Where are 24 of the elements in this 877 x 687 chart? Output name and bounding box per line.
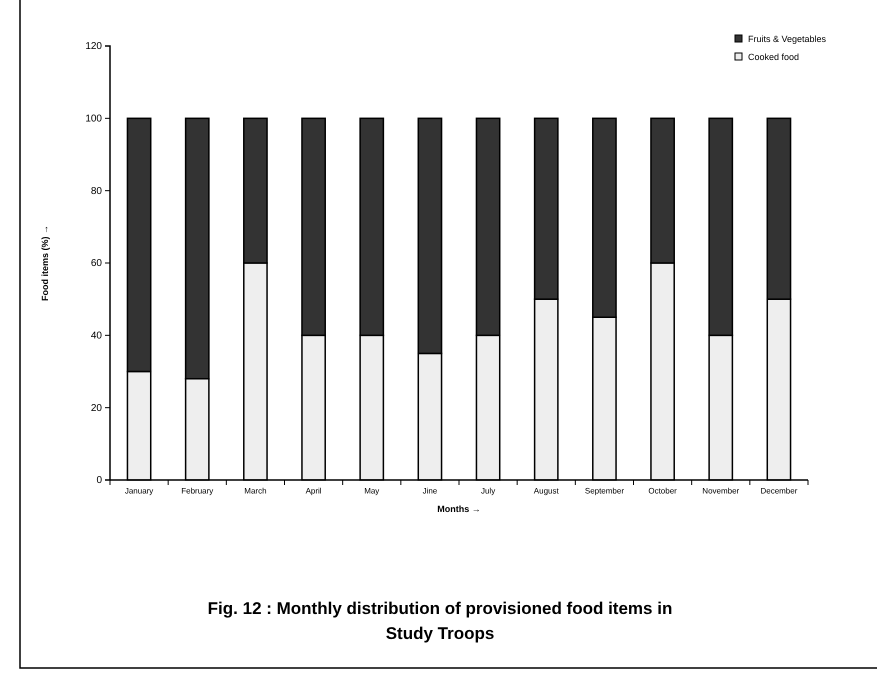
y-tick-label: 80	[90, 186, 102, 197]
x-tick-label: December	[760, 486, 798, 496]
x-tick-label: November	[702, 486, 740, 496]
x-tick-label: April	[306, 486, 322, 496]
legend-label: Fruits & Vegetables	[748, 34, 827, 44]
x-tick-label: September	[584, 486, 624, 496]
x-tick-label: May	[364, 486, 380, 496]
y-tick-label: 20	[90, 402, 102, 414]
y-tick-label: 100	[85, 114, 102, 125]
x-tick-label: February	[181, 486, 214, 496]
legend-label: Cooked food	[748, 52, 800, 62]
y-tick-label: 40	[90, 330, 102, 342]
y-tick-label: 60	[90, 258, 102, 270]
x-tick-label: Jine	[422, 486, 438, 496]
y-tick-label: 120	[85, 41, 102, 52]
text: Fig. 12 : Monthly distribution of provisioned food items in Study Troops	[208, 599, 672, 643]
x-axis-title: Months →	[437, 504, 481, 514]
x-tick-label: October	[648, 486, 678, 496]
y-axis-title: Food items (%) →	[40, 225, 50, 301]
x-tick-label: March	[244, 486, 267, 496]
x-tick-label: January	[124, 486, 154, 496]
x-tick-label: July	[480, 486, 496, 496]
y-tick-label: 0	[96, 475, 102, 486]
x-tick-label: August	[534, 486, 560, 496]
